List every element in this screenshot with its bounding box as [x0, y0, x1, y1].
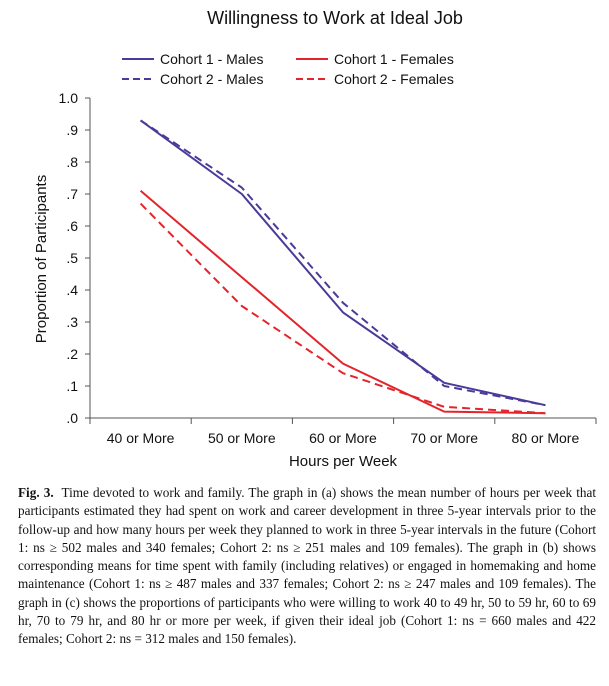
- x-axis-label: Hours per Week: [289, 453, 398, 470]
- y-tick-label: .7: [66, 186, 78, 202]
- legend-label: Cohort 2 - Females: [334, 71, 454, 87]
- caption-figure-label: Fig. 3.: [18, 485, 54, 500]
- y-axis-label: Proportion of Participants: [33, 175, 50, 343]
- line-chart: Willingness to Work at Ideal Job Cohort …: [33, 8, 597, 470]
- x-tick-label: 60 or More: [309, 430, 377, 446]
- x-tick-label: 40 or More: [107, 430, 175, 446]
- series-line-cohort-1-females: [139, 190, 546, 415]
- x-tick-label: 80 or More: [512, 430, 580, 446]
- figure-caption: Fig. 3. Time devoted to work and family.…: [18, 484, 596, 649]
- y-tick-label: .9: [66, 122, 78, 138]
- x-axis-ticks: 40 or More 50 or More 60 or More 70 or More…: [89, 418, 597, 446]
- y-tick-label: .8: [66, 154, 78, 170]
- caption-text: Time devoted to work and family. The gra…: [18, 485, 596, 647]
- y-tick-label: .3: [66, 314, 78, 330]
- legend-label: Cohort 1 - Females: [334, 51, 454, 67]
- y-tick-label: .5: [66, 250, 78, 266]
- x-tick-label: 50 or More: [208, 430, 276, 446]
- legend-label: Cohort 2 - Males: [160, 71, 263, 87]
- chart-legend: Cohort 1 - Males Cohort 2 - Males Cohort 1…: [122, 51, 454, 87]
- x-tick-label: 70 or More: [410, 430, 478, 446]
- series-line-cohort-2-females: [139, 202, 546, 415]
- series-lines: [139, 119, 546, 415]
- y-tick-label: .1: [66, 378, 78, 394]
- plot-area: 1.0 .9 .8 .7 .6 .5 .4 .3 .2 .1 .0 40 or More 50 or …: [59, 90, 597, 446]
- series-line-cohort-1-males: [140, 119, 546, 407]
- series-line-cohort-2-males: [140, 119, 546, 407]
- y-tick-label: 1.0: [59, 90, 79, 106]
- y-tick-label: .6: [66, 218, 78, 234]
- y-tick-label: .4: [66, 282, 78, 298]
- y-tick-label: .0: [66, 410, 78, 426]
- y-axis-ticks: 1.0 .9 .8 .7 .6 .5 .4 .3 .2 .1 .0: [59, 90, 90, 426]
- y-tick-label: .2: [66, 346, 78, 362]
- chart-title: Willingness to Work at Ideal Job: [207, 8, 463, 28]
- legend-label: Cohort 1 - Males: [160, 51, 263, 67]
